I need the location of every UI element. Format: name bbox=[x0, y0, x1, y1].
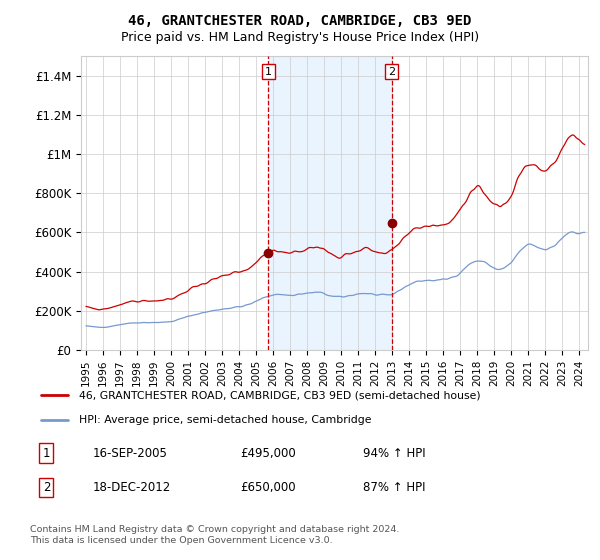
Text: 46, GRANTCHESTER ROAD, CAMBRIDGE, CB3 9ED (semi-detached house): 46, GRANTCHESTER ROAD, CAMBRIDGE, CB3 9E… bbox=[79, 390, 481, 400]
Text: £495,000: £495,000 bbox=[240, 447, 296, 460]
Text: 46, GRANTCHESTER ROAD, CAMBRIDGE, CB3 9ED: 46, GRANTCHESTER ROAD, CAMBRIDGE, CB3 9E… bbox=[128, 14, 472, 28]
Text: 94% ↑ HPI: 94% ↑ HPI bbox=[363, 447, 425, 460]
Text: 18-DEC-2012: 18-DEC-2012 bbox=[93, 481, 171, 494]
Text: £650,000: £650,000 bbox=[240, 481, 296, 494]
Text: 2: 2 bbox=[43, 481, 50, 494]
Text: 2: 2 bbox=[388, 67, 395, 77]
Bar bbox=[268, 56, 392, 350]
Text: Price paid vs. HM Land Registry's House Price Index (HPI): Price paid vs. HM Land Registry's House … bbox=[121, 31, 479, 44]
Text: 16-SEP-2005: 16-SEP-2005 bbox=[93, 447, 167, 460]
Text: HPI: Average price, semi-detached house, Cambridge: HPI: Average price, semi-detached house,… bbox=[79, 414, 371, 424]
Text: Contains HM Land Registry data © Crown copyright and database right 2024.
This d: Contains HM Land Registry data © Crown c… bbox=[30, 525, 400, 545]
Text: 87% ↑ HPI: 87% ↑ HPI bbox=[363, 481, 425, 494]
Text: 1: 1 bbox=[43, 447, 50, 460]
Text: 1: 1 bbox=[265, 67, 272, 77]
